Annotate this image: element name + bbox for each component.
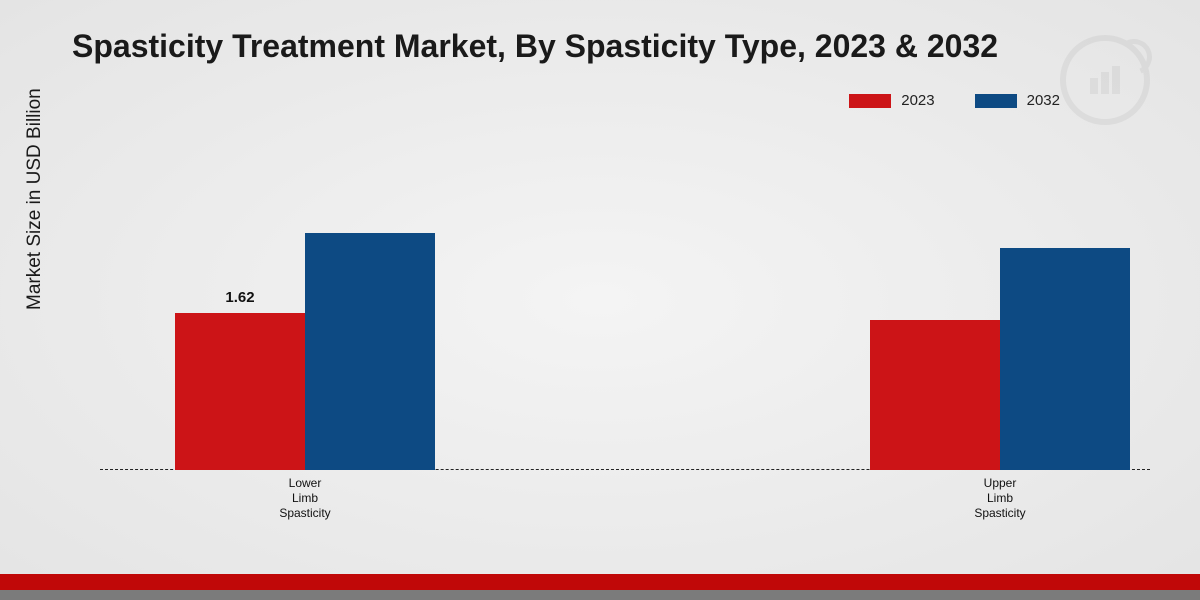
bar-value-label: 1.62 <box>225 289 254 306</box>
bar-2023-lower: 1.62 <box>175 313 305 470</box>
legend-swatch-2023 <box>849 94 891 108</box>
footer-red-bar <box>0 574 1200 590</box>
watermark-logo <box>1060 35 1150 125</box>
bar-2023-upper <box>870 320 1000 470</box>
legend-label: 2023 <box>901 92 934 109</box>
x-label-lower-limb: Lower Limb Spasticity <box>265 476 345 521</box>
bar-group-upper-limb <box>870 248 1130 470</box>
y-axis-label: Market Size in USD Billion <box>24 88 46 310</box>
x-label-upper-limb: Upper Limb Spasticity <box>960 476 1040 521</box>
bar-2032-upper <box>1000 248 1130 470</box>
chart-area: 1.62 Lower Limb Spasticity Upper Limb Sp… <box>100 180 1150 500</box>
legend: 2023 2032 <box>849 92 1060 109</box>
chart-title: Spasticity Treatment Market, By Spastici… <box>72 28 998 65</box>
legend-item-2023: 2023 <box>849 92 934 109</box>
bar-2032-lower <box>305 233 435 470</box>
plot-area: 1.62 <box>100 180 1150 470</box>
legend-label: 2032 <box>1027 92 1060 109</box>
footer-accent <box>0 574 1200 600</box>
legend-swatch-2032 <box>975 94 1017 108</box>
footer-gray-bar <box>0 590 1200 600</box>
legend-item-2032: 2032 <box>975 92 1060 109</box>
bar-group-lower-limb: 1.62 <box>175 233 435 470</box>
